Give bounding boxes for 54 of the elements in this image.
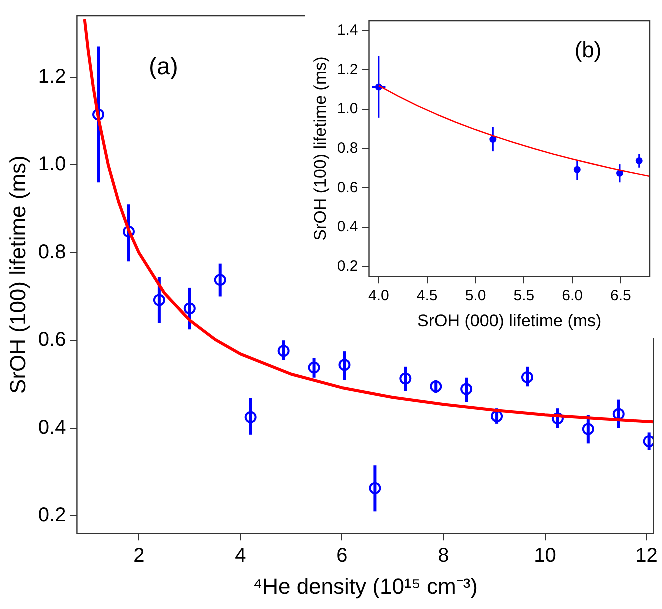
annotation: (a) bbox=[149, 53, 178, 80]
x-tick-label: 10 bbox=[534, 545, 556, 568]
annotation: (b) bbox=[574, 38, 602, 63]
point bbox=[308, 362, 320, 374]
y-tick-label: 0.6 bbox=[38, 329, 66, 352]
point bbox=[153, 294, 166, 306]
point bbox=[616, 170, 624, 177]
point bbox=[369, 482, 382, 494]
point bbox=[244, 411, 257, 424]
y-tick-label: 1.0 bbox=[38, 154, 66, 176]
point bbox=[338, 359, 351, 372]
point bbox=[430, 380, 442, 393]
y-tick-label: 1.2 bbox=[337, 61, 358, 78]
y-tick-label: 1.4 bbox=[337, 22, 358, 39]
point bbox=[643, 435, 654, 448]
y-tick-label: 0.8 bbox=[337, 140, 358, 157]
y-tick-label: 0.2 bbox=[38, 504, 66, 527]
point bbox=[460, 383, 473, 396]
y-tick-label: 1.2 bbox=[38, 66, 66, 88]
x-axis-title: ⁴He density (10¹⁵ cm⁻³) bbox=[253, 574, 478, 599]
x-tick-label: 5.5 bbox=[514, 288, 535, 305]
point bbox=[582, 423, 594, 436]
x-tick-label: 6.0 bbox=[562, 288, 583, 305]
point bbox=[184, 302, 196, 315]
point bbox=[278, 345, 290, 358]
y-tick-label: 0.4 bbox=[337, 218, 358, 236]
x-tick-label: 2 bbox=[134, 545, 145, 568]
x-tick-label: 6.5 bbox=[610, 288, 632, 305]
x-axis-title: SrOH (000) lifetime (ms) bbox=[418, 311, 602, 330]
x-tick-label: 8 bbox=[438, 545, 450, 568]
point bbox=[490, 136, 497, 144]
point bbox=[574, 166, 581, 174]
y-axis-title: SrOH (100) lifetime (ms) bbox=[5, 156, 30, 394]
y-tick-label: 0.2 bbox=[337, 258, 358, 275]
y-tick-label: 0.8 bbox=[38, 241, 66, 264]
y-tick-label: 0.4 bbox=[38, 416, 66, 439]
y-axis-title: SrOH (100) lifetime (ms) bbox=[310, 56, 330, 241]
point bbox=[636, 157, 643, 164]
point bbox=[612, 408, 625, 420]
point bbox=[552, 412, 564, 425]
x-tick-label: 12 bbox=[636, 545, 658, 568]
point bbox=[122, 226, 135, 238]
x-tick-label: 6 bbox=[336, 545, 348, 568]
point bbox=[92, 108, 105, 121]
x-tick-label: 4 bbox=[235, 545, 246, 568]
y-tick-label: 0.6 bbox=[337, 179, 358, 196]
y-tick-label: 1.0 bbox=[337, 100, 358, 118]
point bbox=[214, 274, 226, 286]
x-tick-label: 4.5 bbox=[416, 288, 438, 305]
x-tick-label: 5.0 bbox=[465, 288, 486, 305]
point bbox=[491, 410, 504, 422]
x-tick-label: 4.0 bbox=[368, 288, 390, 305]
point bbox=[521, 371, 534, 384]
point bbox=[400, 372, 412, 385]
